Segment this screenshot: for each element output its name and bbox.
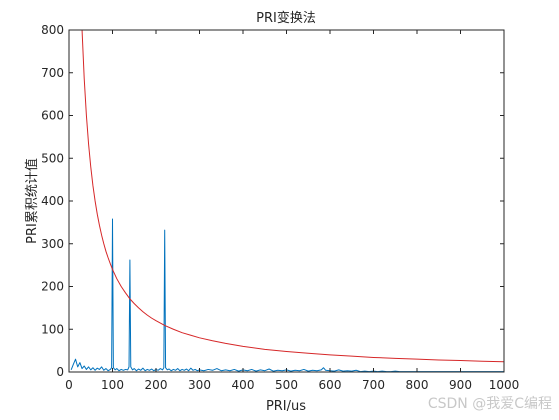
x-tick-label: 300 <box>188 378 211 392</box>
x-tick-label: 400 <box>232 378 255 392</box>
series-line-1 <box>70 218 504 373</box>
series-layer <box>70 29 505 373</box>
x-tick-label: 800 <box>406 378 429 392</box>
y-tick-label: 300 <box>41 237 64 251</box>
x-tick-label: 900 <box>449 378 472 392</box>
y-tick-label: 100 <box>41 322 64 336</box>
x-tick-label: 100 <box>101 378 124 392</box>
y-tick-label: 200 <box>41 280 64 294</box>
x-tick-label: 1000 <box>489 378 520 392</box>
plot-area: 0 100 200 300 400 500 600 700 800 900 1000 0 100 200… <box>41 23 519 392</box>
y-axis-ticks: 0 100 200 300 400 500 600 700 800 <box>41 23 504 379</box>
series-line-2 <box>81 29 505 363</box>
x-tick-label: 0 <box>65 378 73 392</box>
y-axis-title: PRI累积统计值 <box>24 158 40 244</box>
x-tick-label: 500 <box>275 378 298 392</box>
x-axis-ticks: 0 100 200 300 400 500 600 700 800 900 1000 <box>65 30 519 392</box>
chart-title: PRI变换法 <box>256 10 316 26</box>
x-tick-label: 200 <box>145 378 168 392</box>
x-tick-label: 700 <box>362 378 385 392</box>
y-tick-label: 700 <box>41 66 64 80</box>
plot-background <box>69 30 504 372</box>
y-tick-label: 400 <box>41 194 64 208</box>
x-axis-title: PRI/us <box>266 399 306 414</box>
y-tick-label: 500 <box>41 151 64 165</box>
y-tick-label: 0 <box>56 365 64 379</box>
x-tick-label: 600 <box>319 378 342 392</box>
y-tick-label: 800 <box>41 23 64 37</box>
y-tick-label: 600 <box>41 109 64 123</box>
watermark: CSDN @我爱C编程 <box>428 396 552 412</box>
